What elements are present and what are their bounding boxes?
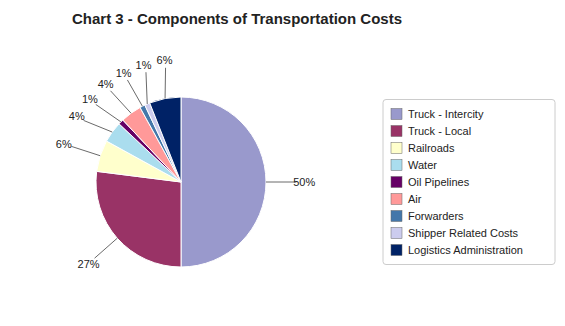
leader-line: [95, 238, 118, 258]
slice: [150, 97, 181, 182]
leader-line: [127, 80, 142, 106]
legend-label: Truck - Intercity: [408, 108, 484, 120]
legend-label: Oil Pipelines: [408, 176, 470, 188]
data-label: 4%: [69, 110, 85, 122]
leader-line: [146, 72, 147, 104]
legend-swatch: [391, 160, 402, 171]
leader-line: [96, 104, 121, 121]
legend-swatch: [391, 228, 402, 239]
data-label: 1%: [116, 67, 132, 79]
data-labels: 50%27%6%4%1%4%1%1%6%: [56, 54, 316, 270]
slice: [96, 171, 181, 267]
title: Chart 3 - Components of Transportation C…: [72, 10, 402, 27]
legend: Truck - Intercity Truck - Local Railroads W…: [383, 100, 555, 265]
legend-label: Water: [408, 159, 437, 171]
legend-label: Logistics Administration: [408, 244, 523, 256]
leader-line: [111, 91, 132, 113]
data-label: 27%: [78, 258, 100, 270]
data-label: 50%: [293, 176, 315, 188]
legend-swatch: [391, 143, 402, 154]
legend-label: Truck - Local: [408, 125, 471, 137]
legend-swatch: [391, 177, 402, 188]
leader-line: [84, 120, 113, 132]
data-label: 4%: [98, 78, 114, 90]
leader-line: [266, 182, 296, 183]
data-label: 1%: [136, 59, 152, 71]
leader-line: [71, 146, 100, 155]
legend-label: Forwarders: [408, 210, 464, 222]
legend-swatch: [391, 245, 402, 256]
legend-swatch: [391, 109, 402, 120]
data-label: 6%: [56, 138, 72, 150]
data-label: 6%: [157, 54, 173, 66]
legend-box: [383, 100, 555, 265]
legend-swatch: [391, 194, 402, 205]
slices: [96, 97, 266, 267]
leader-line: [165, 68, 166, 99]
slice: [181, 97, 266, 267]
data-label: 1%: [82, 93, 98, 105]
legend-label: Shipper Related Costs: [408, 227, 519, 239]
legend-swatch: [391, 211, 402, 222]
chart: Chart 3 - Components of Transportation C…: [0, 0, 565, 326]
legend-label: Railroads: [408, 142, 455, 154]
legend-label: Air: [408, 193, 422, 205]
legend-swatch: [391, 126, 402, 137]
